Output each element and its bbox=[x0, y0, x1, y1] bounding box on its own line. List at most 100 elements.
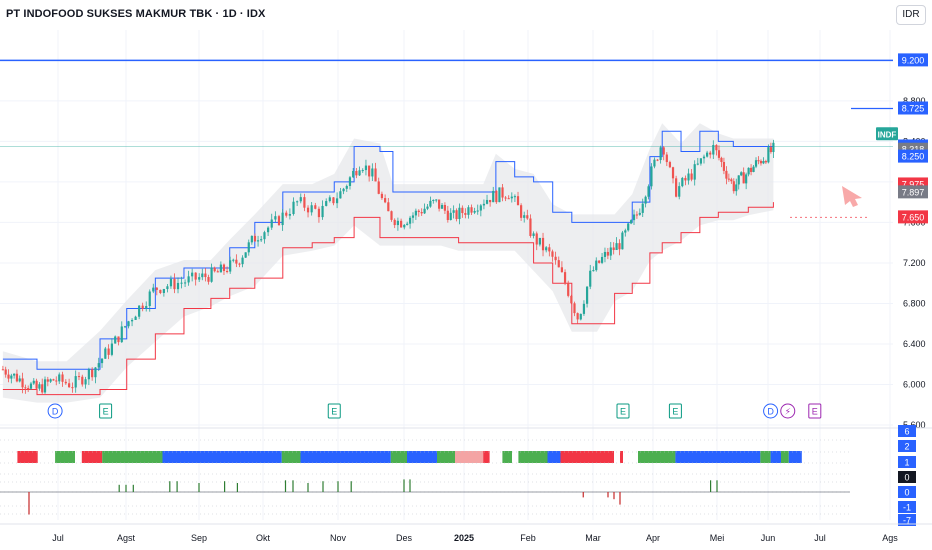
candle-body bbox=[630, 220, 633, 224]
candle-body bbox=[696, 163, 699, 165]
candle-body bbox=[123, 326, 127, 328]
candle-body bbox=[191, 272, 194, 277]
candle-body bbox=[498, 187, 501, 203]
candle-body bbox=[107, 348, 110, 355]
candle-body bbox=[507, 198, 510, 200]
candle-body bbox=[455, 210, 458, 220]
candle-body bbox=[452, 210, 455, 213]
x-tick-label: Nov bbox=[330, 533, 347, 543]
candle-body bbox=[482, 203, 486, 206]
candle-body bbox=[358, 170, 361, 176]
candle-body bbox=[296, 201, 299, 203]
candle-body bbox=[414, 210, 417, 216]
candle-body bbox=[314, 205, 317, 209]
marker-letter: E bbox=[812, 407, 818, 417]
candle-body bbox=[332, 197, 335, 204]
candle-body bbox=[41, 384, 44, 393]
candle-body bbox=[687, 173, 690, 181]
candle-body bbox=[288, 214, 291, 216]
candle-body bbox=[263, 232, 266, 240]
oscillator-axis-label: 2 bbox=[898, 440, 916, 452]
candle-body bbox=[374, 168, 377, 182]
price-label-bg bbox=[898, 149, 928, 163]
candle-body bbox=[449, 212, 452, 221]
x-tick-label: Sep bbox=[191, 533, 207, 543]
candle-body bbox=[618, 243, 621, 250]
candle-body bbox=[194, 272, 197, 280]
marker-letter: D bbox=[767, 407, 774, 417]
candle-body bbox=[117, 336, 120, 343]
candle-body bbox=[730, 179, 733, 182]
candle-body bbox=[722, 162, 726, 171]
candle-body bbox=[328, 197, 331, 202]
earnings-marker: E bbox=[808, 403, 822, 419]
price-label: 9.200 bbox=[898, 53, 928, 67]
marker-letter: ⚡ bbox=[785, 407, 791, 417]
candle-body bbox=[141, 305, 144, 309]
price-label-text: 8.250 bbox=[902, 152, 925, 162]
candle-body bbox=[281, 212, 284, 226]
candle-body bbox=[32, 380, 35, 384]
candle-body bbox=[606, 251, 609, 256]
candle-body bbox=[15, 373, 19, 382]
candle-body bbox=[479, 205, 482, 211]
marker-letter: E bbox=[331, 407, 337, 417]
regime-segment bbox=[407, 451, 437, 463]
candle-body bbox=[557, 260, 560, 268]
oscillator-label-text: -1 bbox=[903, 503, 911, 513]
x-tick-label: Des bbox=[396, 533, 413, 543]
candle-body bbox=[250, 235, 253, 243]
candle-body bbox=[592, 270, 595, 272]
candle-body bbox=[49, 379, 52, 382]
candle-body bbox=[659, 147, 662, 160]
candle-body bbox=[321, 205, 324, 218]
price-label: 8.250 bbox=[898, 149, 928, 163]
candle-body bbox=[609, 247, 612, 256]
candle-body bbox=[371, 168, 374, 177]
lower-band-line bbox=[2, 202, 774, 396]
candle-body bbox=[169, 278, 173, 287]
candle-body bbox=[757, 160, 760, 162]
candle-body bbox=[183, 282, 187, 284]
candle-body bbox=[749, 167, 753, 172]
candle-body bbox=[393, 219, 396, 226]
candle-body bbox=[256, 240, 260, 242]
candle-body bbox=[510, 196, 513, 199]
regime-segment bbox=[502, 451, 512, 463]
earnings-marker: E bbox=[99, 403, 113, 419]
candle-body bbox=[162, 289, 165, 294]
candle-body bbox=[10, 375, 13, 379]
candle-body bbox=[435, 199, 438, 201]
candle-body bbox=[94, 367, 97, 378]
regime-segment bbox=[437, 451, 455, 463]
candle-body bbox=[364, 165, 368, 171]
marker-shape bbox=[780, 403, 796, 419]
candle-body bbox=[532, 233, 535, 236]
candle-body bbox=[219, 264, 222, 273]
candle-body bbox=[772, 142, 775, 153]
regime-segment bbox=[547, 451, 561, 463]
candle-body bbox=[253, 235, 257, 242]
y-tick-label: 6.000 bbox=[903, 379, 926, 389]
candle-body bbox=[120, 326, 123, 343]
candle-body bbox=[440, 204, 444, 209]
candle-body bbox=[647, 186, 650, 197]
candle-body bbox=[548, 247, 551, 252]
price-label-bg bbox=[898, 185, 928, 199]
candle-body bbox=[467, 207, 470, 215]
currency-button[interactable]: IDR bbox=[896, 5, 926, 25]
candle-body bbox=[615, 243, 618, 251]
candle-body bbox=[520, 205, 523, 218]
candle-body bbox=[529, 218, 532, 236]
candle-body bbox=[1, 369, 4, 371]
candle-body bbox=[38, 384, 41, 389]
candle-body bbox=[432, 199, 435, 201]
candle-body bbox=[665, 154, 668, 163]
candle-body bbox=[476, 210, 479, 212]
candle-body bbox=[589, 270, 592, 287]
chart-title: PT INDOFOOD SUKSES MAKMUR TBK · 1D · IDX bbox=[6, 8, 266, 20]
candle-body bbox=[706, 152, 709, 157]
candle-body bbox=[100, 358, 104, 364]
